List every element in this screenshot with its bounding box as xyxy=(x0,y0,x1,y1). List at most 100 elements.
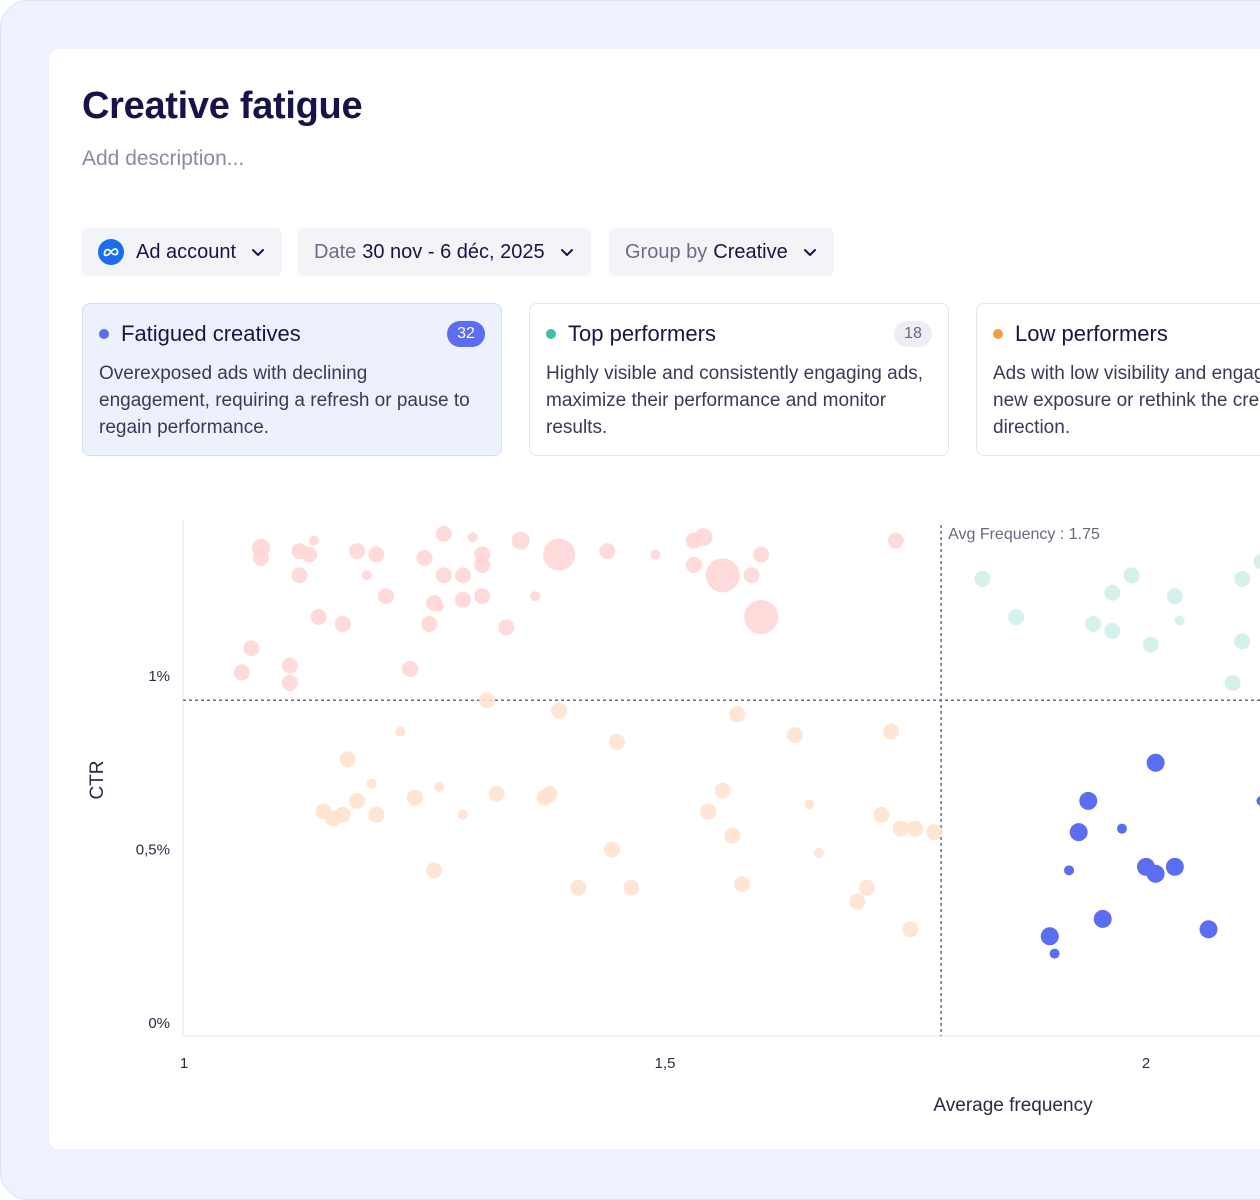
segment-fatigued-creatives[interactable]: Fatigued creatives 32 Overexposed ads wi… xyxy=(82,303,502,456)
scatter-point xyxy=(714,782,731,799)
scatter-point xyxy=(368,546,385,563)
fatigued-point xyxy=(1256,796,1260,806)
scatter-point xyxy=(733,876,750,893)
scatter-point xyxy=(433,782,444,793)
scatter-point xyxy=(926,824,943,841)
scatter-point xyxy=(243,640,260,657)
segment-description: Ads with low visibility and engagement, … xyxy=(993,363,1260,438)
date-filter-value: 30 nov - 6 déc, 2025 xyxy=(362,240,545,263)
scatter-point xyxy=(433,601,444,612)
scatter-point xyxy=(543,538,576,571)
scatter-point xyxy=(729,706,746,723)
scatter-point xyxy=(786,726,803,743)
scatter-point xyxy=(1224,674,1241,691)
y-tick-label: 1% xyxy=(148,668,170,685)
page-title: Creative fatigue xyxy=(82,85,363,127)
scatter-point xyxy=(902,921,919,938)
scatter-point xyxy=(421,615,438,632)
scatter-point xyxy=(511,531,530,550)
scatter-point xyxy=(724,827,741,844)
scatter-point xyxy=(1253,553,1260,570)
scatter-point xyxy=(623,879,640,896)
scatter-point xyxy=(804,799,815,810)
segment-title: Low performers xyxy=(1015,321,1168,346)
x-axis-label: Average frequency xyxy=(933,1095,1093,1116)
scatter-point xyxy=(1008,609,1025,626)
scatter-point xyxy=(325,810,342,827)
report-card: Creative fatigue Add description... Ad a… xyxy=(49,49,1260,1149)
scatter-point xyxy=(887,532,904,549)
scatter-point xyxy=(849,893,866,910)
scatter-point xyxy=(366,778,377,789)
scatter-point xyxy=(467,532,478,543)
scatter-point xyxy=(474,588,491,605)
chevron-down-icon xyxy=(803,249,816,256)
ad-account-label: Ad account xyxy=(136,240,237,263)
scatter-point xyxy=(650,549,661,560)
scatter-point xyxy=(700,803,717,820)
fatigued-point xyxy=(1069,823,1088,842)
x-tick-label: 1 xyxy=(180,1055,188,1072)
scatter-point xyxy=(1234,633,1251,650)
scatter-point xyxy=(361,570,372,581)
fatigued-point xyxy=(1146,864,1165,883)
scatter-point xyxy=(536,789,553,806)
scatter-point xyxy=(892,820,909,837)
fatigued-point xyxy=(1093,909,1112,928)
scatter-point xyxy=(402,661,419,678)
description-input[interactable]: Add description... xyxy=(82,147,245,170)
segment-count-badge: 32 xyxy=(447,321,485,347)
scatter-point xyxy=(301,546,318,563)
scatter-point xyxy=(308,535,319,546)
fatigued-point xyxy=(1064,865,1075,876)
scatter-point xyxy=(479,692,496,709)
scatter-point xyxy=(1174,615,1185,626)
scatter-point xyxy=(744,600,779,635)
scatter-point xyxy=(873,806,890,823)
segment-description: Overexposed ads with declining engagemen… xyxy=(99,363,470,438)
segment-top-performers[interactable]: Top performers 18 Highly visible and con… xyxy=(529,303,949,456)
scatter-point xyxy=(368,806,385,823)
scatter-point xyxy=(457,809,468,820)
segment-low-performers[interactable]: Low performers Ads with low visibility a… xyxy=(976,303,1260,456)
scatter-point xyxy=(435,525,452,542)
scatter-point xyxy=(530,591,541,602)
scatter-point xyxy=(454,567,471,584)
scatter-point xyxy=(498,619,515,636)
segment-title: Fatigued creatives xyxy=(121,321,301,346)
scatter-point xyxy=(426,862,443,879)
segment-description: Highly visible and consistently engaging… xyxy=(546,363,924,438)
fatigued-point xyxy=(1040,927,1059,946)
meta-logo-icon xyxy=(98,239,124,265)
scatter-point xyxy=(281,657,298,674)
scatter-point xyxy=(753,546,770,563)
group-by-label: Group by xyxy=(625,240,708,263)
scatter-point xyxy=(416,550,433,567)
x-tick-label: 2 xyxy=(1142,1055,1150,1072)
scatter-point xyxy=(705,558,740,593)
scatter-point xyxy=(395,726,406,737)
scatter-point xyxy=(974,570,991,587)
segment-title: Top performers xyxy=(568,321,716,346)
x-tick-label: 1,5 xyxy=(655,1055,676,1072)
date-filter-label: Date xyxy=(314,240,357,263)
chevron-down-icon xyxy=(252,249,265,256)
scatter-point xyxy=(233,664,250,681)
scatter-point xyxy=(339,751,356,768)
segment-dot-icon xyxy=(993,329,1003,339)
scatter-point xyxy=(608,733,625,750)
scatter-point xyxy=(1123,567,1140,584)
ad-account-filter[interactable]: Ad account xyxy=(82,228,283,276)
scatter-point xyxy=(1142,636,1159,653)
date-filter[interactable]: Date 30 nov - 6 déc, 2025 xyxy=(298,228,591,276)
scatter-point xyxy=(743,567,760,584)
fatigued-point xyxy=(1079,791,1098,810)
scatter-point xyxy=(334,615,351,632)
scatter-point xyxy=(551,702,568,719)
group-by-value: Creative xyxy=(713,240,788,263)
scatter-point xyxy=(252,550,269,567)
fatigued-point xyxy=(1049,948,1060,959)
group-by-filter[interactable]: Group by Creative xyxy=(609,228,834,276)
y-tick-label: 0% xyxy=(148,1015,170,1032)
